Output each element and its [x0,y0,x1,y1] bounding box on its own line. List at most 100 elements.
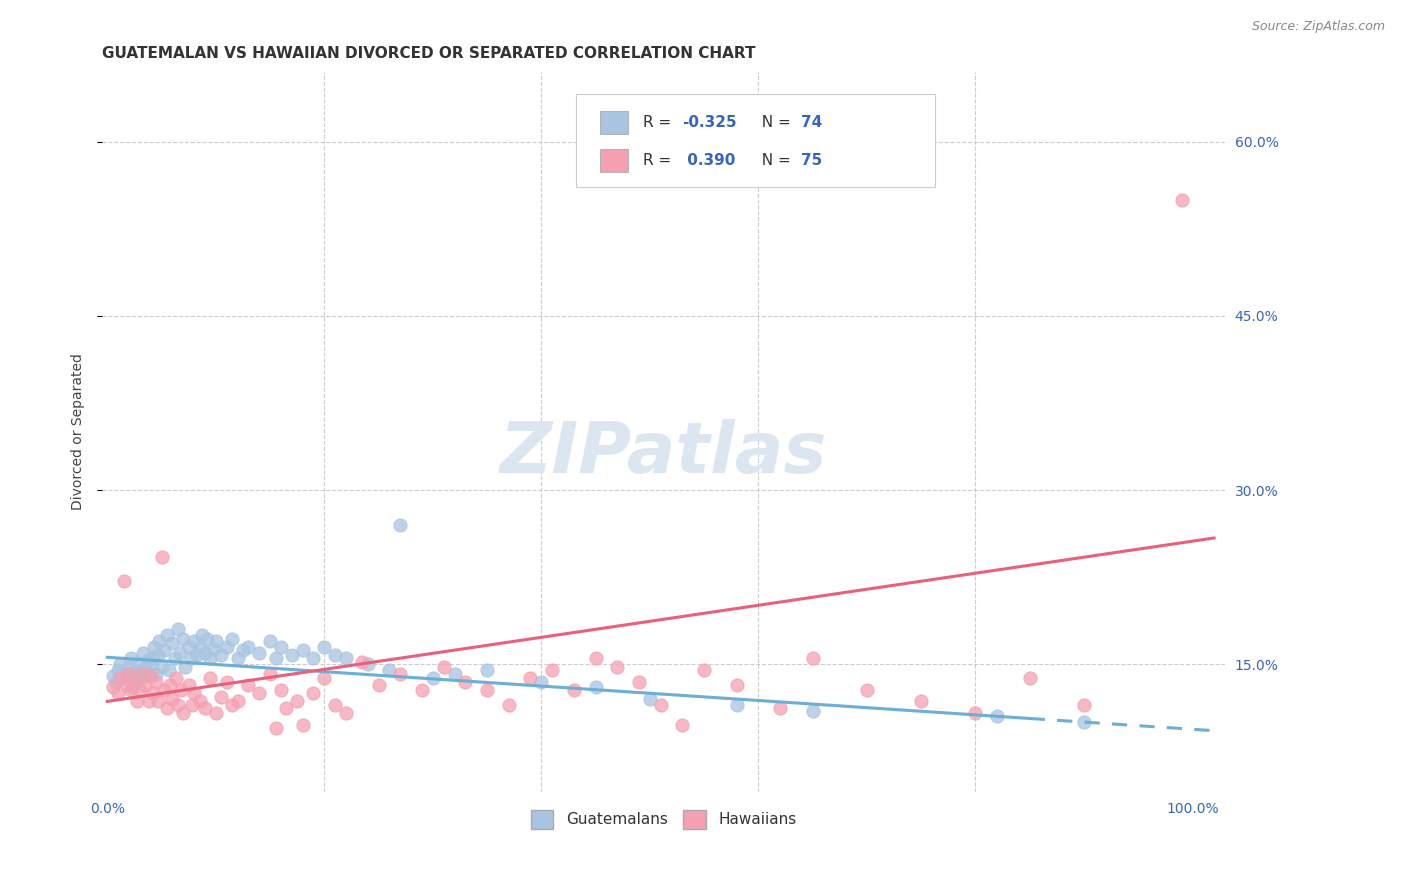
Point [145,666,167,681]
Point [264,721,287,735]
Point [367,678,389,692]
Point [725,698,748,712]
Point [238,640,260,654]
Point [910,694,932,708]
Point [128,664,150,678]
Point [118,659,141,673]
Point [167,623,190,637]
Point [221,632,243,646]
Point [209,690,232,704]
Text: R =: R = [643,153,676,168]
Text: R =: R = [643,115,676,129]
Point [291,717,314,731]
Text: ZIPatlas: ZIPatlas [499,419,827,488]
Point [232,643,254,657]
Point [190,628,212,642]
Point [188,694,211,708]
Point [139,658,162,673]
Point [285,694,308,708]
Point [1073,698,1095,712]
Point [131,666,153,681]
Point [120,651,142,665]
Point [200,651,222,665]
Point [314,640,336,654]
Text: -0.325: -0.325 [682,115,737,129]
Point [177,678,200,692]
Point [221,698,243,712]
Point [259,634,281,648]
Point [148,634,170,648]
Y-axis label: Divorced or Separated: Divorced or Separated [72,353,86,510]
Point [422,671,444,685]
Point [142,686,165,700]
Point [112,671,135,685]
Point [519,671,541,685]
Point [247,646,270,660]
Point [264,651,287,665]
Point [1018,671,1040,685]
Point [205,634,228,648]
Point [562,682,585,697]
Point [291,643,314,657]
Point [142,651,165,665]
Point [186,648,208,662]
Point [136,654,159,668]
Point [200,671,222,685]
Point [205,706,228,720]
Point [352,655,374,669]
Point [389,517,412,532]
Point [152,643,174,657]
Point [986,709,1008,723]
Point [139,669,162,683]
Point [165,671,187,685]
Point [107,663,129,677]
Point [107,686,129,700]
Point [167,698,190,712]
Point [443,666,465,681]
Point [541,663,564,677]
Point [150,659,173,673]
Point [148,694,170,708]
Point [693,663,716,677]
Point [105,674,128,689]
Point [170,682,193,697]
Point [156,628,179,642]
Point [302,651,325,665]
Point [115,666,138,681]
Point [124,674,146,689]
Point [152,682,174,697]
Point [270,682,292,697]
Text: N =: N = [752,115,796,129]
Point [181,698,204,712]
Point [1073,715,1095,730]
Point [150,550,173,565]
Point [856,682,879,697]
Text: 75: 75 [801,153,823,168]
Point [725,678,748,692]
Point [259,666,281,681]
Point [411,682,433,697]
Point [606,659,628,673]
Point [120,682,142,697]
Point [101,681,124,695]
Point [215,640,238,654]
Point [110,657,132,672]
Point [498,698,520,712]
Point [172,632,194,646]
Point [157,663,180,677]
Point [138,694,160,708]
Point [209,648,232,662]
Point [145,674,167,689]
Point [801,651,824,665]
Point [134,661,156,675]
Point [323,698,346,712]
Point [276,701,298,715]
Point [585,651,607,665]
Point [650,698,672,712]
Point [638,692,661,706]
Point [127,656,149,670]
Point [148,648,170,662]
Text: 0.390: 0.390 [682,153,735,168]
Point [314,671,336,685]
Text: 74: 74 [801,115,823,129]
